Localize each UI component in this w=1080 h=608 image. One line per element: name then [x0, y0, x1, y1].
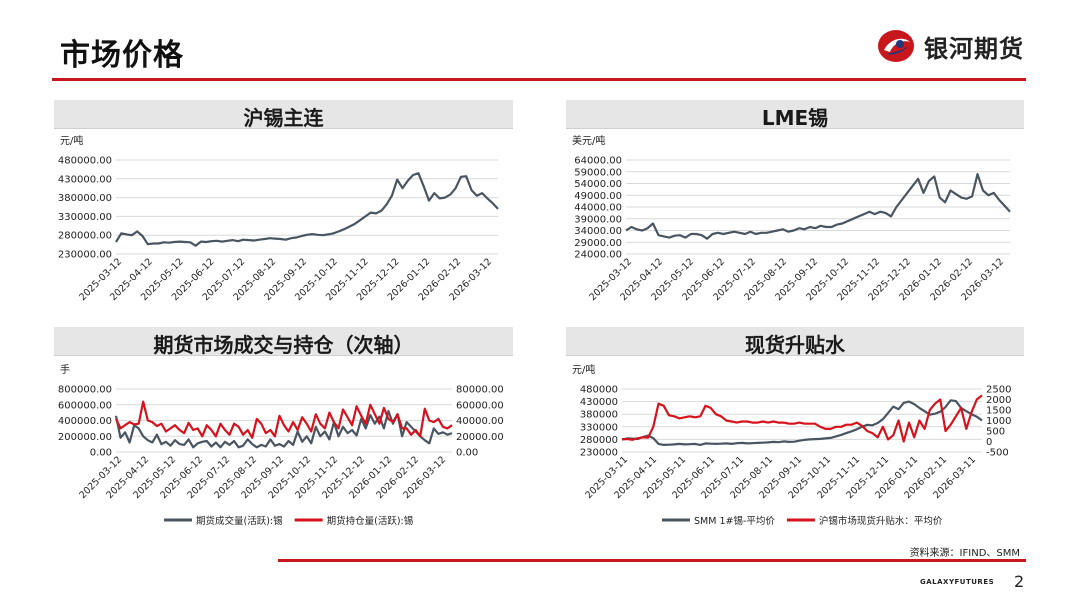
y-tick-label: 59000.00	[574, 167, 622, 178]
y-tick-label: 200000.00	[58, 432, 112, 443]
series-line-1	[115, 172, 499, 247]
y-tick-label: 480000.00	[58, 156, 112, 167]
y-tick-label: 380000.00	[58, 193, 112, 204]
y-tick-label: 54000.00	[574, 179, 622, 190]
series-line-2	[621, 394, 983, 443]
y-tick-label: 430000.00	[58, 174, 112, 185]
y-tick-label: 600000.00	[58, 400, 112, 411]
panel-title: 现货升贴水	[745, 333, 845, 357]
y-tick-label: 34000.00	[574, 226, 622, 237]
y-tick-label: 44000.00	[574, 203, 622, 214]
y-tick-label: 430000	[580, 397, 618, 408]
panel-title-bar	[566, 327, 1024, 355]
brand-name: 银河期货	[924, 34, 1024, 63]
legend-label: 沪锡市场现货升贴水：平均价	[819, 515, 943, 527]
y-tick-label: 230000.00	[58, 250, 112, 261]
brand-logo: 银河期货	[876, 28, 1024, 64]
y-axis-unit: 美元/吨	[572, 136, 606, 147]
panel-title: 沪锡主连	[243, 106, 324, 130]
y2-tick-label: 1500	[986, 406, 1011, 417]
page-number: 2	[1014, 572, 1025, 591]
y-axis-unit: 元/吨	[572, 365, 596, 376]
y2-tick-label: 2500	[986, 385, 1011, 396]
y-tick-label: 280000	[580, 435, 618, 446]
y2-tick-label: 0.00	[456, 448, 478, 459]
panel-title: LME锡	[761, 106, 829, 130]
y2-tick-label: 60000.00	[456, 400, 504, 411]
y-tick-label: 380000	[580, 410, 618, 421]
y-axis-unit: 手	[60, 365, 70, 376]
panel-title-divider	[566, 355, 1024, 356]
panel-title: 期货市场成交与持仓（次轴）	[153, 333, 414, 357]
y2-tick-label: -500	[986, 448, 1009, 459]
y-tick-label: 0.00	[90, 448, 112, 459]
y2-tick-label: 80000.00	[456, 385, 504, 396]
series-line-2	[115, 400, 453, 439]
legend-label: SMM 1#锡-平均价	[694, 515, 775, 527]
footer-divider	[278, 559, 1026, 562]
panel-title-bar	[566, 100, 1024, 128]
data-source: 资料来源：IFIND、SMM	[909, 548, 1020, 559]
chart-volume-oi: 800000.00 600000.00 400000.00 200000.00 0.00…	[58, 385, 504, 528]
y-tick-label: 24000.00	[574, 250, 622, 261]
panel-lme-tin: LME锡 美元/吨 64000.00 59000.00 54000.00 49000.…	[566, 100, 1024, 310]
y-tick-label: 480000	[580, 385, 618, 396]
panel-volume-oi: 期货市场成交与持仓（次轴） 手 800000.00 600000.00 400000…	[54, 327, 513, 537]
series-line-1	[625, 172, 1011, 240]
y-tick-label: 230000	[580, 448, 618, 459]
y2-tick-label: 500	[986, 427, 1005, 438]
panel-title-bar	[54, 100, 513, 128]
panel-title-divider	[54, 128, 513, 129]
y-tick-label: 800000.00	[58, 385, 112, 396]
y-tick-label: 330000.00	[58, 212, 112, 223]
y2-tick-label: 1000	[986, 416, 1011, 427]
y-tick-label: 280000.00	[58, 231, 112, 242]
panel-title-divider	[566, 128, 1024, 129]
y-tick-label: 49000.00	[574, 191, 622, 202]
y-tick-label: 400000.00	[58, 416, 112, 427]
y-axis-unit: 元/吨	[60, 136, 84, 147]
panel-spot-premium: 现货升贴水 元/吨 480000 430000 380000 330000 280000…	[566, 327, 1024, 537]
panel-title-bar	[54, 327, 513, 355]
chart-shfe-tin: 480000.00 430000.00 380000.00 330000.00 2800…	[58, 156, 499, 303]
y-tick-label: 64000.00	[574, 156, 622, 167]
y-tick-label: 29000.00	[574, 238, 622, 249]
panel-title-divider	[54, 355, 513, 356]
legend-label: 期货持仓量(活跃):锡	[327, 515, 414, 527]
header-divider	[52, 78, 1026, 81]
y2-tick-label: 20000.00	[456, 432, 504, 443]
series-line-1	[621, 399, 983, 447]
y2-tick-label: 40000.00	[456, 416, 504, 427]
y-tick-label: 330000	[580, 422, 618, 433]
y-tick-label: 39000.00	[574, 214, 622, 225]
galaxy-logo-icon	[878, 30, 914, 62]
y2-tick-label: 0	[986, 437, 992, 448]
legend-label: 期货成交量(活跃):锡	[196, 515, 283, 527]
chart-lme-tin: 64000.0059000.0054000.0049000.0044000.00…	[574, 156, 1011, 303]
y2-tick-label: 2000	[986, 395, 1011, 406]
footer-brand: GALAXYFUTURES	[920, 578, 995, 586]
page-title: 市场价格	[60, 38, 184, 73]
panel-shfe-tin: 沪锡主连 元/吨 480000.00 430000.00 380000.00 3300…	[54, 100, 513, 310]
